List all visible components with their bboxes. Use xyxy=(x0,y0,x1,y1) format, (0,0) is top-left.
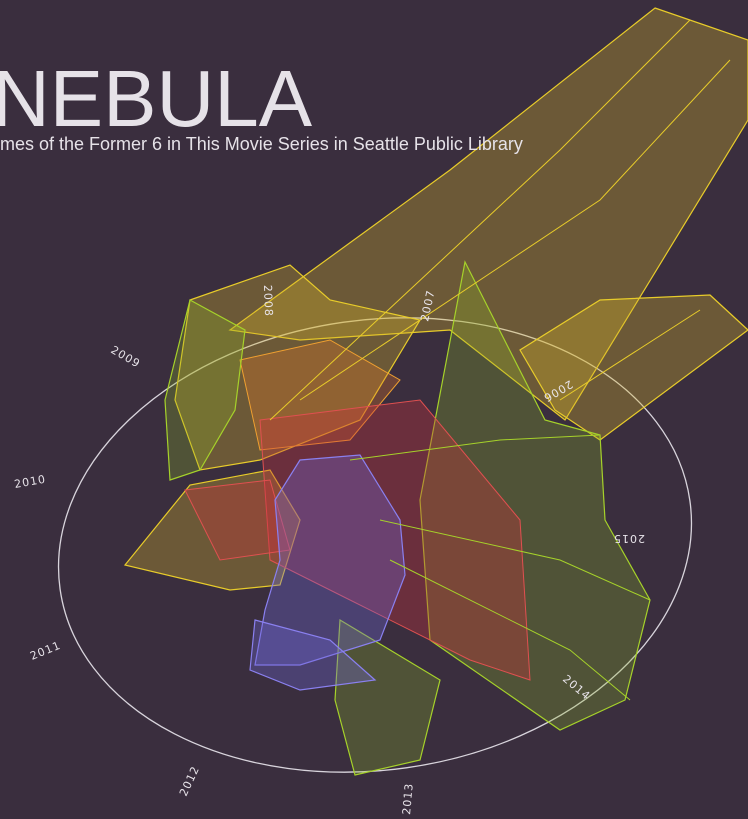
visualization: NEBULA mes of the Former 6 in This Movie… xyxy=(0,0,748,819)
year-label: 2015 xyxy=(613,532,645,545)
subtitle: mes of the Former 6 in This Movie Series… xyxy=(0,134,523,154)
title: NEBULA xyxy=(0,54,313,143)
page: {"header": {"title": "NEBULA", "subtitle… xyxy=(0,0,748,819)
year-label: 2008 xyxy=(261,285,275,317)
year-label: 2013 xyxy=(400,782,416,815)
